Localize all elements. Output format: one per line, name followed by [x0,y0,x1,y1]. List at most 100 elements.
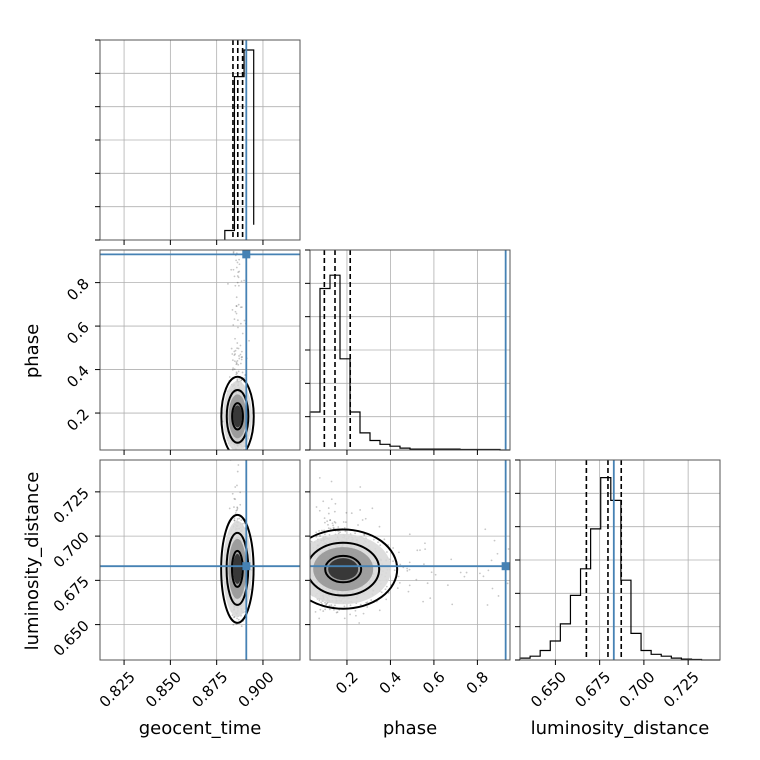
sample-point [408,561,411,564]
density-level-3 [328,558,359,581]
sample-point [236,275,239,277]
sample-point [333,608,335,611]
sample-point [235,259,238,262]
sample-point [333,510,336,513]
sample-point [330,604,333,607]
sample-point [241,356,244,358]
contour-line-1 [220,375,255,450]
sample-point [233,360,236,362]
sample-point [233,519,236,522]
sample-point [237,303,240,306]
sample-point [397,551,400,554]
panel-content [100,460,300,660]
sample-point [384,588,387,591]
sample-point [324,601,326,604]
sample-point [237,271,240,274]
sample-point [424,542,426,545]
sample-point [234,486,237,488]
sample-point [430,571,433,574]
sample-point [236,617,238,620]
sample-point [315,506,318,508]
sample-point [331,522,334,525]
sample-point [329,527,332,530]
sample-point [361,519,364,521]
sample-point [240,356,243,359]
sample-point [248,339,250,342]
sample-point [240,358,243,361]
histogram-luminosity_distance [519,477,720,661]
sample-point [325,602,328,605]
contour-line-1 [220,513,255,624]
sample-point [235,266,238,269]
sample-point [319,535,321,537]
sample-point [332,524,334,527]
sample-point [235,363,238,366]
sample-point [386,551,388,553]
sample-point [232,623,235,626]
sample-point [314,610,317,613]
sample-point [236,518,239,520]
sample-point [493,539,496,542]
sample-point [385,585,388,588]
sample-point [345,511,348,514]
y-axis-label-phase: phase [22,324,43,378]
sample-point [239,491,242,494]
contour-line-3 [324,554,363,584]
scatter-panel-phase-vs-luminosity_distance: 0.2 0.4 0.6 0.8 [305,459,511,698]
sample-point [236,359,239,362]
sample-point [334,604,336,607]
sample-point [235,373,238,376]
sample-point [237,618,240,621]
diag-panel-geocent_time [95,39,301,245]
sample-point [358,622,361,624]
sample-point [235,305,238,307]
sample-point [234,353,236,355]
sample-point [235,361,238,364]
sample-point [426,582,429,585]
sample-point [463,575,466,578]
sample-point [233,519,236,522]
density-level-3 [233,405,243,428]
sample-point [234,337,236,340]
diag-panel-phase [305,249,511,455]
sample-point [239,344,242,347]
sample-point [406,569,409,572]
sample-point [379,544,382,547]
x-axis-label-geocent-time: geocent_time [139,718,262,739]
sample-point [343,617,346,620]
sample-point [378,609,381,612]
sample-point [385,598,388,601]
sample-point [232,268,235,271]
sample-point [237,326,239,329]
sample-point [330,480,333,483]
sample-point [240,280,243,283]
panel-content [100,250,300,450]
panel-content [310,460,510,660]
sample-point [238,377,241,380]
sample-point [234,512,237,514]
sample-point [315,531,318,534]
sample-point [491,587,494,590]
sample-point [319,608,322,611]
sample-point [422,600,425,603]
sample-point [343,605,346,608]
sample-point [337,526,340,528]
sample-point [459,571,462,574]
truth-marker [242,250,251,259]
sample-point [324,608,327,611]
sample-point [487,569,490,572]
sample-point [234,498,237,501]
sample-point [237,276,240,279]
sample-point [324,533,326,535]
sample-point [328,608,331,611]
sample-point [419,549,421,552]
sample-point [231,368,234,371]
sample-point [490,559,493,562]
y-axis-label-luminosity-distance: luminosity_distance [22,472,43,651]
sample-point [416,549,419,552]
sample-point [237,363,240,366]
sample-point [234,349,237,352]
sample-point [408,584,411,587]
sample-point [232,250,235,253]
truth-marker [501,562,510,571]
